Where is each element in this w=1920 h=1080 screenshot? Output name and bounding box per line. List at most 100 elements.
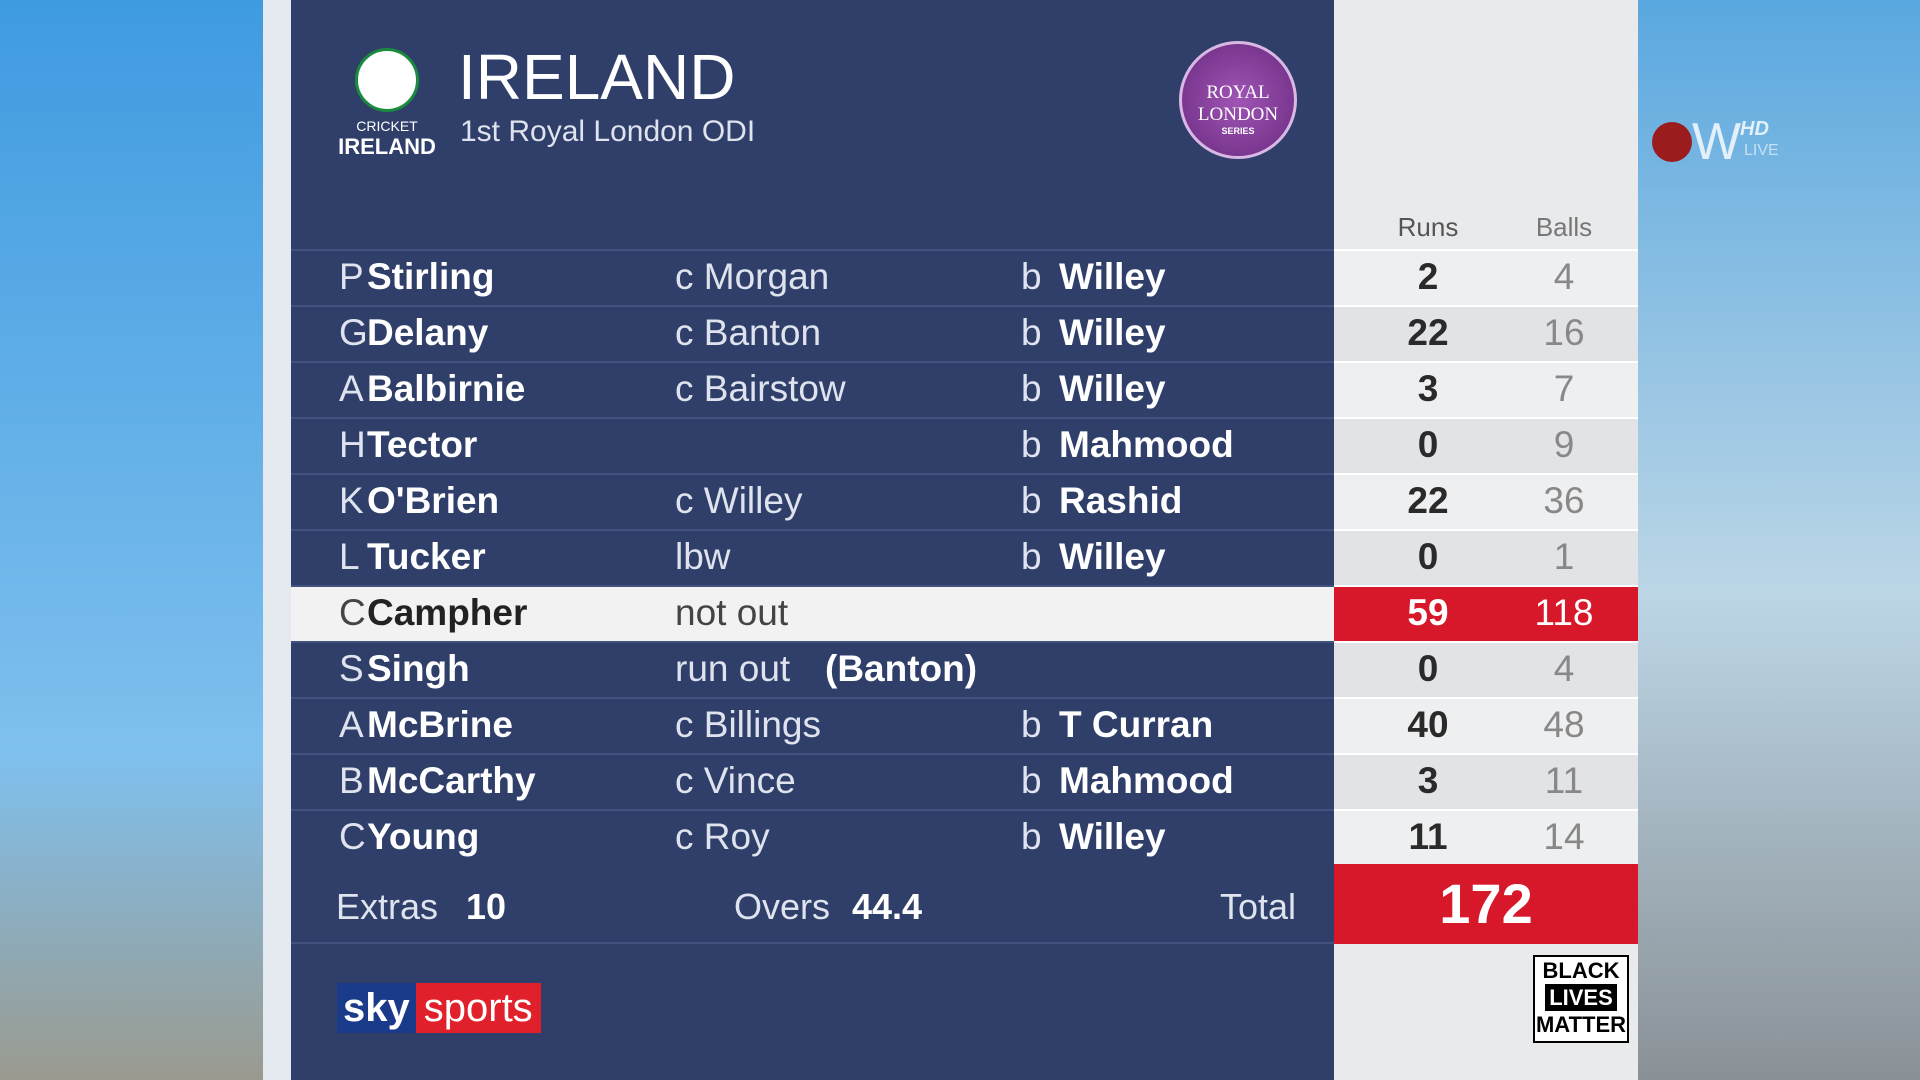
row-bg [291,473,1334,529]
batter-row: P Stirling c Morgan b Willey 2 4 [291,249,1638,305]
bowled: b [1021,704,1042,745]
runs: 22 [1407,480,1449,521]
stats-bg [1334,473,1638,529]
batter-row: A Balbirnie c Bairstow b Willey 3 7 [291,361,1638,417]
dismissal: lbw [675,536,731,577]
subtitle: 1st Royal London ODI [460,115,756,148]
batter-row: A McBrine c Billings b T Curran 40 48 [291,697,1638,753]
row-bg [291,809,1334,865]
row-bg [291,417,1334,473]
dismissal: c Banton [675,312,822,353]
balls: 118 [1534,592,1594,633]
bowler: Willey [1059,256,1166,297]
row-bg [291,361,1334,417]
bowled: b [1021,536,1042,577]
dismissal: c Vince [675,760,796,801]
initial: L [339,536,360,577]
stats-bg [1334,641,1638,697]
batter-name: Campher [367,592,528,633]
runs: 3 [1417,760,1439,801]
logo-text: IRELAND [338,134,436,159]
dismissal: run out [675,648,791,689]
bowler: Mahmood [1059,760,1234,801]
sky-logo: sky sports [337,983,541,1033]
balls: 36 [1543,480,1585,521]
initial: C [339,592,366,633]
balls: 4 [1553,256,1575,297]
balls: 11 [1544,760,1584,801]
side-strip [263,0,291,1080]
overs-label: Overs [734,886,831,927]
runs: 59 [1407,592,1449,633]
bowler: Willey [1059,312,1166,353]
batter-row: H Tector b Mahmood 0 9 [291,417,1638,473]
batter-name: McBrine [367,704,513,745]
blm-text: BLACK [1542,958,1620,983]
bowled: b [1021,256,1042,297]
footer-row [291,864,1334,944]
bowled: b [1021,424,1042,465]
dismissal: c Willey [675,480,803,521]
logo-sports: sports [415,983,541,1033]
bowled: b [1021,312,1042,353]
watermark: HD [1740,118,1769,140]
blm-text: MATTER [1535,1012,1627,1037]
batter-row: C Campher not out 59 118 [291,585,1638,641]
stats-bg [1334,585,1638,641]
runs: 22 [1407,312,1449,353]
batter-row: G Delany c Banton b Willey 22 16 [291,305,1638,361]
row-bg [291,753,1334,809]
blm-badge: BLACK LIVES MATTER [1533,955,1629,1043]
bowled: b [1021,760,1042,801]
total-label: Total [1219,886,1296,927]
balls: 48 [1543,704,1585,745]
watermark-ball [1652,122,1692,162]
watermark: LIVE [1744,142,1779,159]
row-bg [291,697,1334,753]
balls: 16 [1543,312,1585,353]
bowled: b [1021,480,1042,521]
bowler: Willey [1059,536,1166,577]
bowled: b [1021,816,1042,857]
badge-text: SERIES [1221,126,1255,136]
badge-text: LONDON [1197,104,1279,125]
batter-row: K O'Brien c Willey b Rashid 22 36 [291,473,1638,529]
runs: 2 [1417,256,1439,297]
balls: 1 [1553,536,1575,577]
batter-name: Young [367,816,480,857]
badge-text: ROYAL [1206,82,1270,103]
stats-bg [1334,305,1638,361]
balls: 9 [1553,424,1575,465]
batter-row: L Tucker lbw b Willey 0 1 [291,529,1638,585]
balls: 4 [1553,648,1575,689]
batter-name: Singh [367,648,470,689]
runs: 40 [1407,704,1449,745]
stats-bg [1334,529,1638,585]
initial: K [339,480,364,521]
runs: 0 [1417,424,1439,465]
extras-label: Extras [336,886,439,927]
stats-bg [1334,361,1638,417]
bowled: b [1021,368,1042,409]
stats-bg [1334,809,1638,865]
logo-sky: sky [337,983,416,1033]
stats-bg [1334,753,1638,809]
balls: 7 [1553,368,1575,409]
runs: 11 [1408,816,1448,857]
initial: S [339,648,364,689]
column-header: Runs [1397,212,1459,242]
initial: A [339,704,364,745]
blm-text: LIVES [1545,984,1617,1011]
batter-name: O'Brien [367,480,500,521]
bowler: T Curran [1059,704,1214,745]
batter-name: Tucker [367,536,486,577]
initial: P [339,256,364,297]
batter-row: B McCarthy c Vince b Mahmood 3 11 [291,753,1638,809]
stadium-background [1638,0,1920,1080]
stats-bg [1334,697,1638,753]
fielder: (Banton) [825,648,978,689]
panel [291,0,1334,1080]
batter-name: Stirling [367,256,495,297]
batter-row: S Singh run out (Banton) 0 4 [291,641,1638,697]
batter-row: C Young c Roy b Willey 11 14 [291,809,1638,865]
